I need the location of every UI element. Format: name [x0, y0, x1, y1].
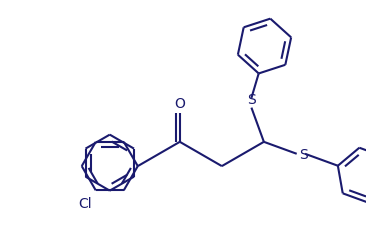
Text: S: S [299, 147, 308, 161]
Text: Cl: Cl [79, 196, 92, 210]
Text: S: S [247, 92, 256, 106]
Text: O: O [174, 96, 185, 110]
